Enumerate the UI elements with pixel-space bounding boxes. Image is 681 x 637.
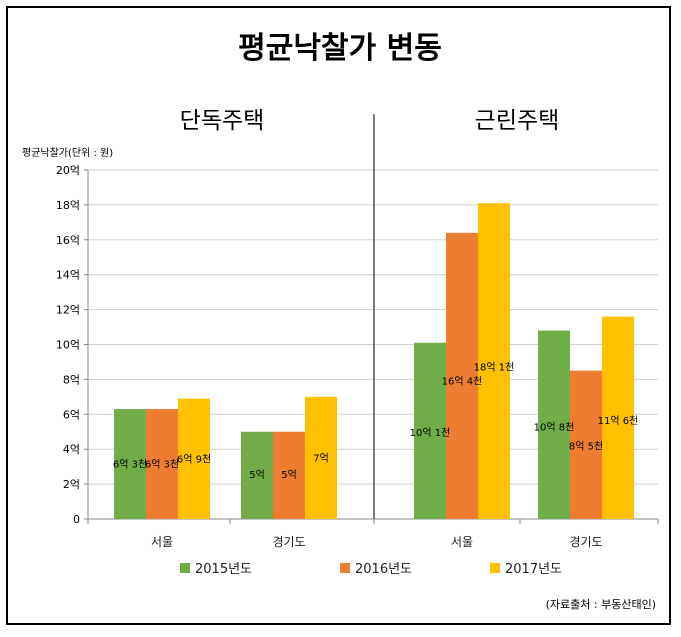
y-tick-label: 2억 — [63, 478, 80, 491]
data-label: 16억 4천 — [442, 375, 483, 387]
y-tick-label: 16억 — [56, 234, 80, 247]
y-tick-label: 4억 — [63, 443, 80, 456]
chart-frame — [6, 6, 671, 625]
data-label: 8억 5천 — [569, 440, 603, 452]
bar — [478, 203, 510, 519]
bar — [602, 316, 634, 519]
data-label: 11억 6천 — [598, 415, 639, 427]
bar — [114, 409, 146, 519]
legend: 2015년도 2016년도 2017년도 — [180, 562, 562, 577]
y-tick-label: 6억 — [63, 408, 80, 421]
bar — [538, 330, 570, 519]
chart-title: 평균낙찰가 변동 — [238, 31, 442, 66]
y-tick-label: 0 — [73, 513, 80, 526]
bar — [146, 409, 178, 519]
bar — [414, 342, 446, 519]
y-axis-unit-label: 평균낙찰가(단위 : 원) — [22, 146, 113, 159]
bar — [305, 396, 337, 519]
panel-title-neighborhood-house: 근린주택 — [475, 108, 560, 134]
panel-title-detached-house: 단독주택 — [180, 108, 265, 134]
data-label: 10억 1천 — [410, 427, 451, 439]
y-tick-label: 10억 — [56, 339, 80, 352]
source-note: (자료출처 : 부동산태인) — [546, 598, 656, 611]
bar — [178, 398, 210, 519]
category-label: 경기도 — [569, 535, 602, 549]
y-tick-label: 18억 — [56, 199, 80, 212]
y-tick-label: 12억 — [56, 304, 80, 317]
legend-entry: 2015년도 — [195, 562, 252, 577]
data-label: 6억 9천 — [177, 453, 211, 465]
legend-entry: 2017년도 — [505, 562, 562, 577]
data-label: 10억 8천 — [534, 421, 575, 433]
data-label: 6억 3천 — [145, 458, 179, 470]
bar — [446, 232, 478, 519]
legend-swatch — [490, 563, 500, 573]
legend-entry: 2016년도 — [355, 562, 412, 577]
data-label: 7억 — [313, 453, 329, 465]
data-label: 5억 — [281, 469, 297, 481]
y-tick-label: 14억 — [56, 269, 80, 282]
category-label: 서울 — [151, 535, 173, 549]
bar — [570, 370, 602, 519]
data-label: 18억 1천 — [474, 362, 515, 374]
y-tick-label: 8억 — [63, 373, 80, 386]
y-tick-label: 20억 — [56, 164, 80, 177]
legend-swatch — [340, 563, 350, 573]
bar — [273, 431, 305, 519]
bars — [114, 203, 634, 519]
data-label: 6억 3천 — [113, 458, 147, 470]
category-label: 경기도 — [272, 535, 305, 549]
legend-swatch — [180, 563, 190, 573]
category-label: 서울 — [451, 535, 473, 549]
data-label: 5억 — [249, 469, 265, 481]
bar — [241, 431, 273, 519]
